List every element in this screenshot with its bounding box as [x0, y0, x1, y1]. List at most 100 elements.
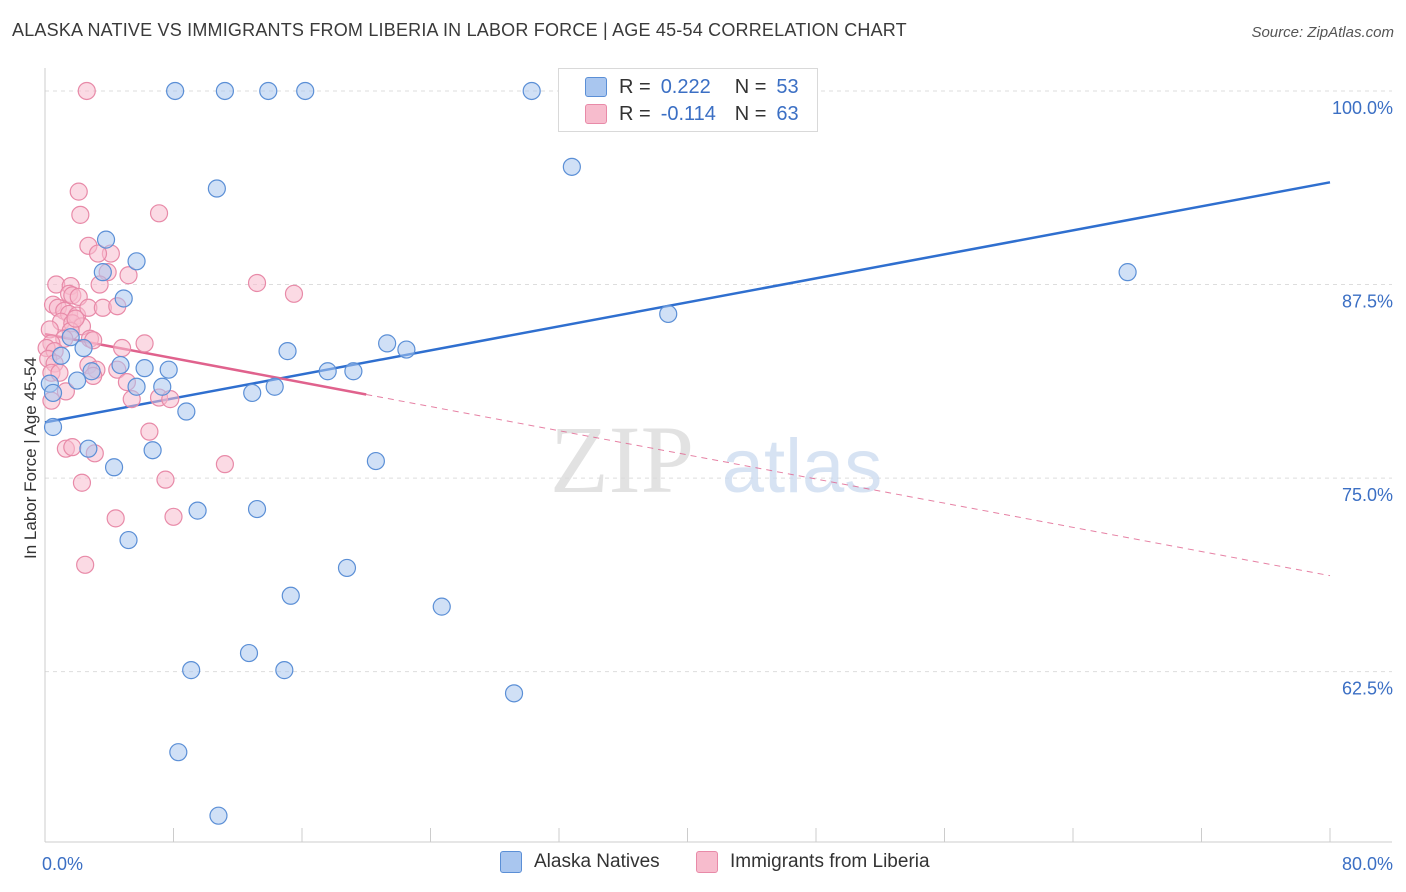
series-alaska-natives: [40, 81, 1137, 825]
y-axis-title: In Labor Force | Age 45-54: [21, 357, 40, 559]
trendlines: [44, 181, 1331, 577]
x-tick-labels: 0.0% 80.0%: [42, 854, 1393, 874]
point-alaska-natives: [111, 355, 130, 375]
x-tick-label: 80.0%: [1342, 854, 1393, 874]
watermark-zip: ZIP: [550, 406, 694, 513]
legend-item-immigrants-liberia: Immigrants from Liberia: [696, 851, 930, 873]
legend-r-value: 0.222: [660, 75, 711, 98]
point-immigrants-liberia: [119, 266, 138, 285]
point-alaska-natives: [366, 451, 385, 471]
point-alaska-natives: [153, 377, 172, 396]
y-tick-label: 100.0%: [1332, 98, 1393, 118]
legend-swatch-blue: [500, 851, 522, 873]
point-alaska-natives: [504, 684, 524, 703]
point-immigrants-liberia: [149, 204, 169, 223]
trendline-alaska-natives: [44, 181, 1331, 424]
y-tick-label: 62.5%: [1342, 679, 1393, 699]
point-alaska-natives: [1118, 263, 1137, 282]
chart-title: ALASKA NATIVE VS IMMIGRANTS FROM LIBERIA…: [12, 20, 907, 40]
point-immigrants-liberia: [72, 473, 92, 492]
legend-r-value: -0.114: [660, 102, 716, 125]
point-alaska-natives: [182, 661, 201, 680]
gridlines: [45, 90, 1392, 673]
point-alaska-natives: [61, 328, 80, 347]
point-immigrants-liberia: [88, 244, 108, 263]
point-alaska-natives: [104, 458, 124, 477]
y-tick-label: 87.5%: [1342, 292, 1393, 312]
point-immigrants-liberia: [135, 334, 154, 353]
point-immigrants-liberia: [164, 507, 183, 526]
point-immigrants-liberia: [156, 470, 175, 489]
point-alaska-natives: [43, 383, 63, 403]
point-alaska-natives: [378, 334, 397, 353]
point-immigrants-liberia: [66, 309, 85, 328]
legend-row-alaska: R = 0.222 N = 53: [585, 74, 799, 100]
point-alaska-natives: [135, 359, 154, 378]
point-alaska-natives: [68, 371, 87, 390]
legend-swatch-blue: [585, 77, 607, 97]
legend-row-liberia: R = -0.114 N = 63: [585, 101, 799, 127]
point-immigrants-liberia: [140, 422, 159, 441]
point-immigrants-liberia: [106, 509, 125, 528]
point-alaska-natives: [188, 501, 207, 520]
point-alaska-natives: [215, 81, 234, 101]
point-alaska-natives: [82, 362, 101, 381]
watermark: ZIP atlas: [550, 406, 882, 513]
point-alaska-natives: [114, 289, 133, 308]
point-alaska-natives: [278, 342, 297, 361]
legend-label-immigrants-liberia: Immigrants from Liberia: [730, 851, 930, 872]
series-immigrants-liberia: [37, 81, 304, 574]
point-immigrants-liberia: [76, 555, 95, 574]
point-alaska-natives: [344, 362, 363, 381]
y-tick-labels: 62.5% 75.0% 87.5% 100.0%: [1332, 98, 1393, 699]
watermark-atlas: atlas: [722, 424, 883, 509]
point-alaska-natives: [337, 558, 357, 578]
point-alaska-natives: [247, 499, 267, 519]
legend-swatch-pink: [696, 851, 718, 873]
point-immigrants-liberia: [69, 182, 88, 201]
point-alaska-natives: [127, 252, 146, 271]
point-alaska-natives: [265, 377, 284, 396]
legend-item-alaska-natives: Alaska Natives: [500, 851, 660, 873]
point-alaska-natives: [43, 417, 63, 437]
legend-label-alaska-natives: Alaska Natives: [534, 851, 660, 872]
point-alaska-natives: [207, 179, 226, 198]
point-alaska-natives: [51, 346, 71, 365]
point-alaska-natives: [93, 263, 112, 282]
point-alaska-natives: [281, 586, 300, 605]
legend-swatch-pink: [585, 104, 607, 124]
point-immigrants-liberia: [112, 338, 132, 358]
point-alaska-natives: [74, 338, 93, 358]
point-alaska-natives: [96, 230, 116, 249]
axes: [44, 68, 1392, 843]
stats-legend: R = 0.222 N = 53 R = -0.114 N = 63: [558, 68, 818, 132]
trendline-immigrants-liberia: [366, 393, 1331, 577]
point-alaska-natives: [177, 402, 196, 421]
legend-r-label: R =: [619, 102, 651, 125]
point-immigrants-liberia: [63, 438, 82, 457]
legend-r-label: R =: [619, 75, 651, 98]
point-alaska-natives: [562, 157, 581, 176]
point-alaska-natives: [143, 441, 162, 460]
legend-n-label: N =: [734, 102, 767, 125]
point-immigrants-liberia: [247, 273, 267, 293]
point-alaska-natives: [259, 81, 278, 101]
point-alaska-natives: [119, 530, 138, 550]
point-immigrants-liberia: [71, 205, 90, 224]
point-alaska-natives: [397, 340, 416, 359]
point-alaska-natives: [169, 743, 188, 762]
point-alaska-natives: [659, 304, 678, 324]
point-alaska-natives: [239, 643, 259, 663]
point-alaska-natives: [243, 383, 262, 403]
point-immigrants-liberia: [215, 455, 234, 474]
point-alaska-natives: [318, 362, 337, 381]
point-alaska-natives: [432, 597, 451, 616]
point-alaska-natives: [522, 81, 541, 101]
legend-n-label: N =: [734, 75, 767, 98]
y-tick-label: 75.0%: [1342, 485, 1393, 505]
point-immigrants-liberia: [77, 81, 96, 101]
point-alaska-natives: [209, 806, 228, 825]
point-alaska-natives: [275, 661, 294, 680]
point-alaska-natives: [127, 377, 146, 396]
